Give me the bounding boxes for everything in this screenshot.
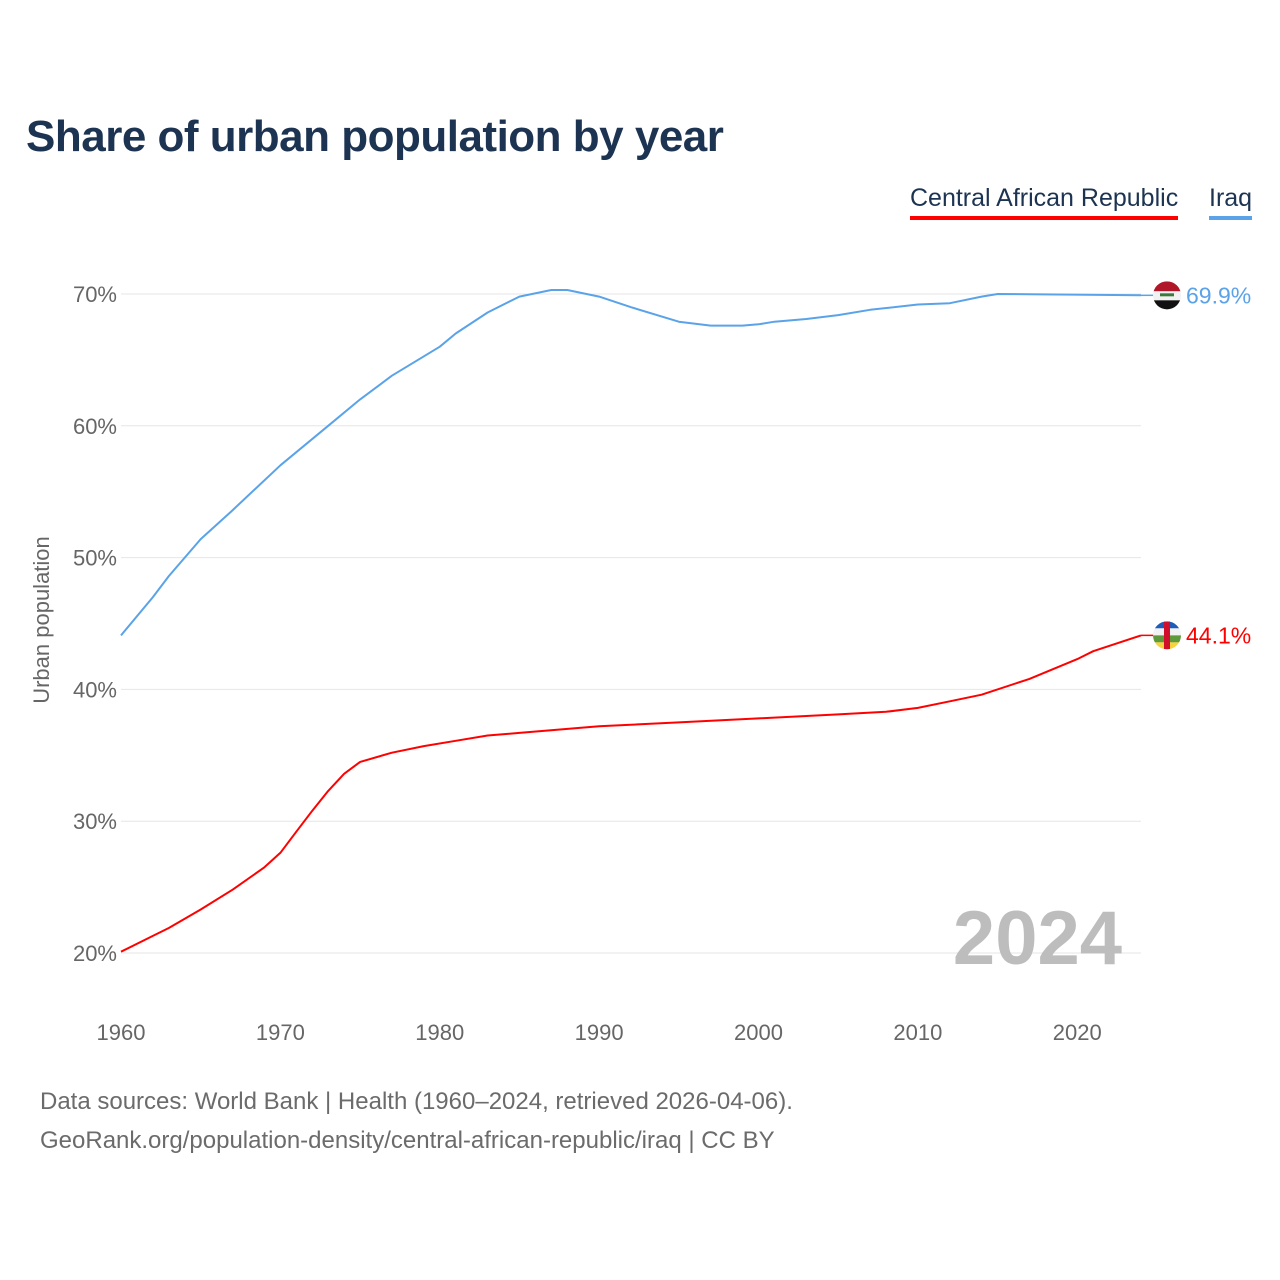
x-tick-label: 1980 — [415, 1020, 464, 1045]
series-line-iraq — [120, 289, 1142, 637]
iraq-flag-icon — [1153, 281, 1181, 310]
x-tick-label: 1990 — [575, 1020, 624, 1045]
footer-attribution: GeoRank.org/population-density/central-a… — [40, 1127, 775, 1154]
end-value-label: 44.1% — [1186, 622, 1251, 648]
x-tick-label: 2010 — [893, 1020, 942, 1045]
year-watermark: 2024 — [952, 896, 1122, 981]
x-tick-label: 2020 — [1053, 1020, 1102, 1045]
footer-sources: Data sources: World Bank | Health (1960–… — [40, 1088, 793, 1115]
legend-item-iraq[interactable]: Iraq — [1209, 184, 1253, 220]
chart-title: Share of urban population by year — [26, 112, 724, 161]
y-tick-label: 60% — [73, 414, 117, 439]
y-tick-label: 50% — [73, 546, 117, 571]
x-tick-label: 1970 — [256, 1020, 305, 1045]
legend-item-central-african-republic[interactable]: Central African Republic — [910, 184, 1179, 220]
end-value-label: 69.9% — [1186, 282, 1251, 308]
x-tick-label: 1960 — [97, 1020, 146, 1045]
x-tick-label: 2000 — [734, 1020, 783, 1045]
y-tick-label: 40% — [73, 677, 117, 702]
y-tick-label: 70% — [73, 282, 117, 307]
y-tick-label: 20% — [73, 941, 117, 966]
car-flag-icon — [1153, 621, 1181, 650]
series-line-central-african-republic — [120, 634, 1142, 953]
y-tick-label: 30% — [73, 809, 117, 834]
